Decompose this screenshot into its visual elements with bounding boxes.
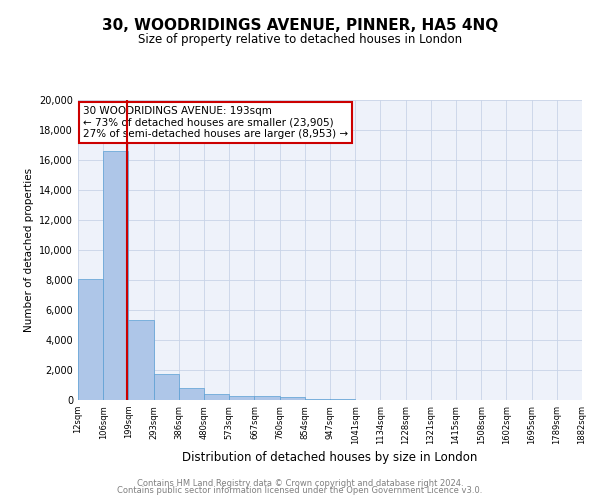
Text: 30, WOODRIDINGS AVENUE, PINNER, HA5 4NQ: 30, WOODRIDINGS AVENUE, PINNER, HA5 4NQ: [102, 18, 498, 32]
Bar: [179, 388, 204, 400]
Bar: [103, 151, 128, 400]
Text: Contains public sector information licensed under the Open Government Licence v3: Contains public sector information licen…: [118, 486, 482, 495]
Bar: [204, 394, 229, 400]
Text: Distribution of detached houses by size in London: Distribution of detached houses by size …: [182, 451, 478, 464]
Text: Size of property relative to detached houses in London: Size of property relative to detached ho…: [138, 32, 462, 46]
Bar: [254, 396, 280, 400]
Bar: [305, 399, 330, 400]
Bar: [280, 397, 305, 400]
Text: 30 WOODRIDINGS AVENUE: 193sqm
← 73% of detached houses are smaller (23,905)
27% : 30 WOODRIDINGS AVENUE: 193sqm ← 73% of d…: [83, 106, 348, 139]
Y-axis label: Number of detached properties: Number of detached properties: [24, 168, 34, 332]
Bar: [78, 279, 103, 400]
Bar: [128, 320, 154, 400]
Bar: [330, 399, 355, 400]
Bar: [154, 374, 179, 400]
Bar: [229, 396, 254, 400]
Text: Contains HM Land Registry data © Crown copyright and database right 2024.: Contains HM Land Registry data © Crown c…: [137, 478, 463, 488]
